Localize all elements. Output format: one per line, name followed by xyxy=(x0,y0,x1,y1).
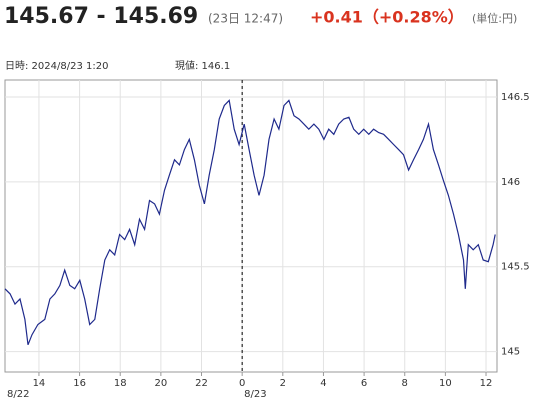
date-label: 8/23 xyxy=(244,389,266,400)
time: (23日 12:47) xyxy=(208,12,283,26)
price: 145.67 - 145.69 xyxy=(4,4,198,29)
date-label: 8/22 xyxy=(7,389,29,400)
price-line xyxy=(4,99,496,346)
x-tick-label: 10 xyxy=(439,378,452,389)
info-current: 現値: 146.1 xyxy=(175,59,230,72)
x-tick-label: 16 xyxy=(73,378,86,389)
plot-frame xyxy=(4,79,498,373)
x-tick-label: 8 xyxy=(402,378,408,389)
y-tick-label: 145.5 xyxy=(501,262,530,273)
x-tick-label: 22 xyxy=(195,378,208,389)
x-tick-label: 14 xyxy=(33,378,46,389)
y-tick-label: 145 xyxy=(501,347,520,358)
unit: (単位:円) xyxy=(472,11,517,25)
x-tick-label: 18 xyxy=(114,378,127,389)
info-datetime: 日時: 2024/8/23 1:20 xyxy=(5,60,108,72)
y-tick-label: 146 xyxy=(501,177,520,188)
x-tick-label: 6 xyxy=(361,378,367,389)
x-tick-label: 20 xyxy=(155,378,168,389)
x-tick-label: 12 xyxy=(480,378,493,389)
y-tick-label: 146.5 xyxy=(501,92,530,103)
x-tick-label: 0 xyxy=(239,378,245,389)
x-tick-label: 4 xyxy=(320,378,326,389)
change: +0.41（+0.28%） xyxy=(310,8,464,27)
x-tick-label: 2 xyxy=(280,378,286,389)
